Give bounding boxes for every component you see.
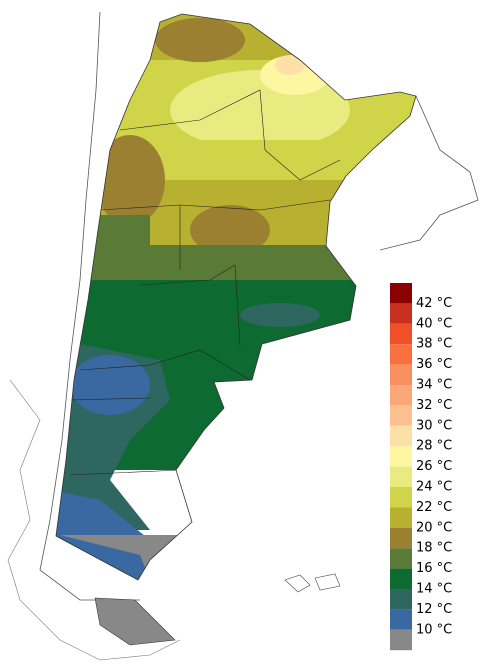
legend-swatch bbox=[390, 283, 412, 304]
coastline bbox=[7, 379, 181, 661]
legend-label: 34 °C bbox=[416, 378, 452, 393]
legend-label: 30 °C bbox=[416, 418, 452, 433]
islands bbox=[284, 573, 341, 593]
country-outline bbox=[55, 13, 417, 581]
legend-swatch bbox=[390, 323, 412, 345]
legend-swatch bbox=[390, 303, 412, 324]
legend-label: 24 °C bbox=[416, 480, 452, 495]
legend-label: 26 °C bbox=[416, 459, 452, 474]
legend-label: 36 °C bbox=[416, 357, 452, 372]
legend-label: 42 °C bbox=[416, 296, 452, 311]
legend-swatch bbox=[390, 527, 412, 549]
legend-label: 16 °C bbox=[416, 561, 452, 576]
legend-label: 38 °C bbox=[416, 337, 452, 352]
legend-swatch bbox=[390, 364, 412, 385]
legend-swatch bbox=[390, 589, 412, 610]
legend-label: 18 °C bbox=[416, 541, 452, 556]
legend-label: 10 °C bbox=[416, 622, 452, 637]
legend-label: 40 °C bbox=[416, 316, 452, 331]
legend-swatch bbox=[390, 466, 412, 487]
legend-label: 20 °C bbox=[416, 520, 452, 535]
legend-label: 12 °C bbox=[416, 602, 452, 617]
legend-swatch bbox=[390, 568, 412, 589]
legend-swatch bbox=[390, 344, 412, 365]
province-borders bbox=[69, 89, 341, 476]
legend-swatch bbox=[390, 548, 412, 569]
legend-swatch bbox=[390, 487, 412, 508]
legend-swatch bbox=[390, 385, 412, 406]
legend-swatch bbox=[390, 609, 412, 630]
legend-label: 32 °C bbox=[416, 398, 452, 413]
legend-swatch bbox=[390, 405, 412, 426]
border-outline bbox=[379, 95, 479, 251]
border-outline bbox=[39, 11, 140, 601]
legend-label: 28 °C bbox=[416, 439, 452, 454]
tierra-del-fuego bbox=[94, 597, 176, 646]
legend-swatch bbox=[390, 425, 412, 447]
legend: 42 °C 40 °C 38 °C 36 °C 34 °C 32 °C 30 °C 28 °C… bbox=[390, 283, 452, 651]
legend-label: 14 °C bbox=[416, 582, 452, 597]
legend-swatch bbox=[390, 507, 412, 528]
legend-label: 22 °C bbox=[416, 500, 452, 515]
legend-swatch bbox=[390, 446, 412, 467]
legend-swatch bbox=[390, 629, 412, 651]
